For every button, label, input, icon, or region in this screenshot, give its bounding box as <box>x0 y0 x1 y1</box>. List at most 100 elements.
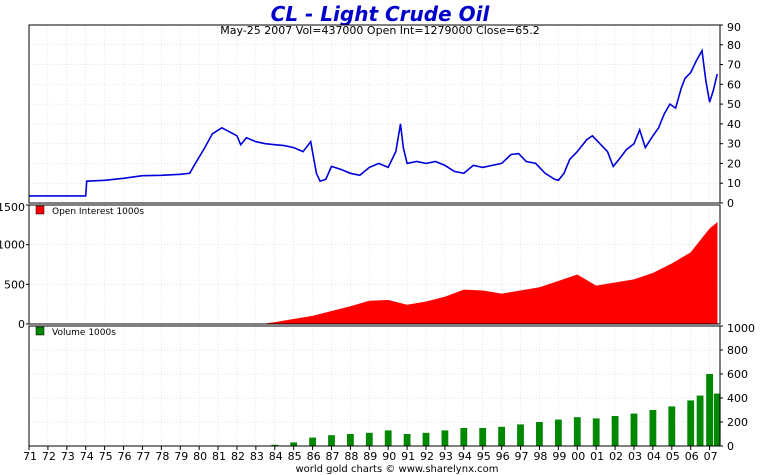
volume-bar <box>706 374 713 446</box>
y-tick-label: 60 <box>727 78 741 91</box>
footer-credit: world gold charts © www.sharelynx.com <box>295 464 498 475</box>
series-layer <box>29 48 721 446</box>
x-tick-label: 98 <box>533 450 547 463</box>
volume-bar <box>290 442 298 446</box>
y-tick-label: 0 <box>18 318 25 331</box>
panel-frame <box>28 204 721 325</box>
volume-bar <box>328 435 335 446</box>
legend-label-volume: Volume 1000s <box>52 328 116 338</box>
x-tick-label: 00 <box>571 450 585 463</box>
x-tick-label: 72 <box>42 450 56 463</box>
legend-swatch-open-interest <box>35 205 45 215</box>
y-tick-label: 800 <box>727 344 748 357</box>
volume-bar <box>403 434 411 446</box>
x-tick-label: 99 <box>552 450 566 463</box>
y-tick-label: 200 <box>727 416 748 429</box>
x-tick-label: 07 <box>704 450 718 463</box>
x-tick-label: 81 <box>212 450 226 463</box>
y-tick-label: 50 <box>727 98 741 111</box>
chart-title: CL - Light Crude Oil <box>271 2 491 26</box>
y-tick-label: 1500 <box>0 201 25 214</box>
volume-bar <box>309 437 316 446</box>
volume-bar <box>611 416 619 446</box>
x-tick-label: 84 <box>269 450 283 463</box>
volume-bar <box>498 426 505 446</box>
y-tick-label: 1000 <box>727 322 755 335</box>
volume-bar <box>460 428 468 446</box>
gridlines <box>28 24 720 447</box>
volume-bar <box>365 432 373 446</box>
y-tick-label: 400 <box>727 392 748 405</box>
y-tick-label: 70 <box>727 59 741 72</box>
y-tick-label: 80 <box>727 39 741 52</box>
volume-bar <box>687 400 695 446</box>
axes: 0102030405060708090050010001500020040060… <box>0 21 755 463</box>
x-tick-label: 90 <box>382 450 396 463</box>
x-tick-label: 96 <box>496 450 510 463</box>
x-tick-label: 82 <box>231 450 245 463</box>
legend-open-interest: Open Interest 1000s <box>35 205 144 217</box>
volume-bar <box>479 428 487 446</box>
x-tick-label: 85 <box>288 450 302 463</box>
volume-bar <box>555 419 562 446</box>
volume-bar <box>649 410 657 446</box>
y-tick-label: 10 <box>727 177 741 190</box>
volume-bar <box>573 417 581 446</box>
x-tick-label: 75 <box>99 450 113 463</box>
y-tick-label: 40 <box>727 118 741 131</box>
y-tick-label: 1000 <box>0 239 25 252</box>
x-tick-label: 88 <box>344 450 358 463</box>
y-tick-label: 20 <box>727 157 741 170</box>
panel-frame <box>28 325 721 447</box>
volume-bar <box>441 430 449 446</box>
legend-label-open-interest: Open Interest 1000s <box>52 207 144 217</box>
x-tick-label: 01 <box>590 450 604 463</box>
x-tick-label: 95 <box>477 450 491 463</box>
volume-bar <box>422 432 430 446</box>
panel-frame <box>28 24 721 204</box>
x-tick-label: 73 <box>61 450 75 463</box>
volume-bar <box>347 434 354 446</box>
volume-bar <box>696 395 704 446</box>
x-tick-label: 94 <box>458 450 472 463</box>
y-tick-label: 0 <box>727 440 734 453</box>
x-tick-label: 80 <box>193 450 207 463</box>
volume-bar <box>536 422 543 446</box>
x-tick-label: 91 <box>401 450 415 463</box>
chart-subtitle: May-25 2007 Vol=437000 Open Int=1279000 … <box>220 24 539 37</box>
legend-swatch-volume <box>35 326 45 336</box>
x-tick-label: 89 <box>363 450 377 463</box>
x-tick-label: 74 <box>80 450 94 463</box>
x-tick-label: 83 <box>250 450 264 463</box>
volume-bar <box>630 413 638 446</box>
y-tick-label: 0 <box>727 197 734 210</box>
x-tick-label: 77 <box>136 450 150 463</box>
panel-frames <box>28 24 721 447</box>
volume-bar <box>271 444 279 446</box>
x-tick-label: 78 <box>155 450 169 463</box>
y-tick-label: 500 <box>4 278 25 291</box>
legend-volume: Volume 1000s <box>35 326 116 338</box>
x-tick-label: 05 <box>666 450 680 463</box>
x-tick-label: 86 <box>307 450 321 463</box>
x-tick-label: 76 <box>118 450 132 463</box>
y-tick-label: 30 <box>727 138 741 151</box>
x-tick-label: 06 <box>685 450 699 463</box>
volume-bar <box>592 418 600 446</box>
volume-bar <box>713 393 721 446</box>
price-line <box>29 48 718 197</box>
y-tick-label: 600 <box>727 368 748 381</box>
x-tick-label: 97 <box>515 450 529 463</box>
x-tick-label: 87 <box>325 450 339 463</box>
x-tick-label: 93 <box>439 450 453 463</box>
x-tick-label: 92 <box>420 450 434 463</box>
volume-bar <box>517 424 524 446</box>
open-interest-area <box>263 221 718 325</box>
y-tick-label: 90 <box>727 21 741 34</box>
x-tick-label: 02 <box>609 450 623 463</box>
volume-bar <box>668 406 676 446</box>
x-tick-label: 03 <box>628 450 642 463</box>
x-tick-label: 71 <box>23 450 37 463</box>
